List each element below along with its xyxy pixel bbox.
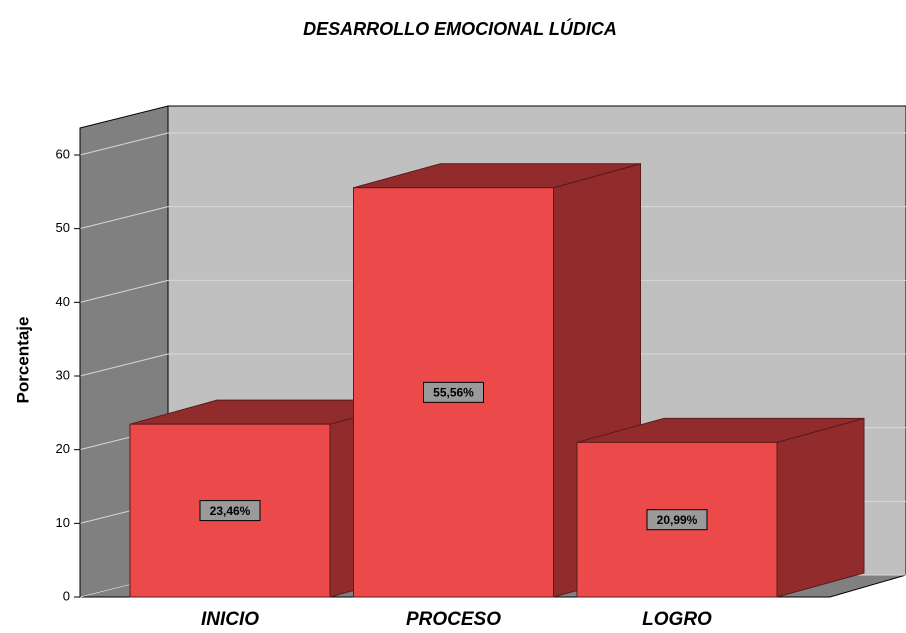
y-axis-label: Porcentaje — [13, 317, 32, 404]
bar — [353, 187, 554, 598]
grid-line — [79, 132, 169, 156]
y-tick-label: 20 — [56, 441, 70, 456]
y-tick-label: 50 — [56, 220, 70, 235]
grid-line — [79, 353, 169, 377]
y-tick-label: 10 — [56, 515, 70, 530]
value-label-box — [646, 509, 708, 531]
value-label: 55,56% — [433, 386, 474, 400]
y-tick-label: 60 — [56, 146, 70, 161]
value-label: 23,46% — [210, 504, 251, 518]
chart-title: DESARROLLO EMOCIONAL LÚDICA — [303, 18, 617, 39]
x-tick-label: INICIO — [201, 609, 259, 630]
grid-line — [79, 279, 169, 303]
value-label-box — [423, 381, 484, 403]
grid-line — [79, 206, 169, 230]
bar-side — [776, 417, 865, 598]
y-tick-label: 40 — [56, 294, 70, 309]
value-label: 20,99% — [657, 513, 698, 527]
x-tick-label: LOGRO — [642, 609, 712, 630]
x-tick-label: PROCESO — [406, 609, 501, 630]
y-tick-label: 30 — [56, 367, 70, 382]
y-tick-label: 0 — [63, 588, 70, 603]
value-label-box — [199, 500, 261, 522]
